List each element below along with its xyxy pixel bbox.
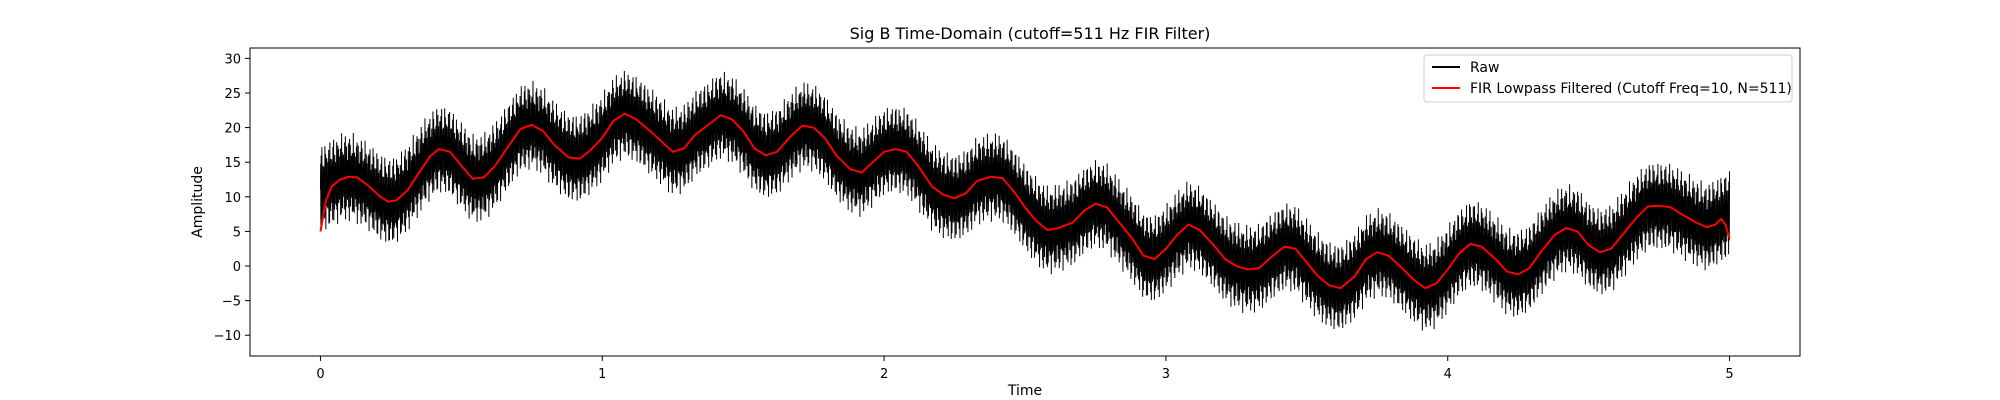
x-axis: 0 1 2 3 4 5 (316, 356, 1734, 382)
legend: Raw FIR Lowpass Filtered (Cutoff Freq=10… (1423, 54, 1793, 103)
y-tick-label: 5 (233, 225, 241, 240)
raw-series-layer (319, 70, 1731, 331)
legend-raw-label: Raw (1470, 60, 1499, 76)
y-axis: −10 −5 0 5 10 15 20 25 30 (214, 52, 250, 344)
x-tick-label: 2 (880, 367, 888, 382)
x-tick-label: 0 (316, 367, 324, 382)
y-tick-label: −10 (214, 329, 241, 344)
filtered-series-line (319, 112, 1731, 290)
legend-filtered-label: FIR Lowpass Filtered (Cutoff Freq=10, N=… (1470, 81, 1792, 97)
x-tick-label: 5 (1725, 367, 1733, 382)
x-tick-label: 3 (1162, 367, 1170, 382)
x-tick-label: 4 (1444, 367, 1452, 382)
y-tick-label: 15 (224, 156, 241, 171)
y-tick-label: −5 (222, 295, 241, 310)
y-tick-label: 10 (224, 191, 241, 206)
plot-frame (249, 47, 1801, 357)
y-tick-label: 0 (233, 260, 241, 275)
y-axis-label: Amplitude (190, 166, 206, 238)
chart-title: Sig B Time-Domain (cutoff=511 Hz FIR Fil… (850, 24, 1211, 43)
filtered-series-layer (319, 112, 1731, 290)
legend-box (1423, 54, 1793, 103)
raw-series-line (319, 70, 1731, 331)
x-tick-label: 1 (598, 367, 606, 382)
y-tick-label: 30 (224, 52, 241, 67)
y-tick-label: 25 (224, 87, 241, 102)
x-axis-label: Time (1007, 383, 1042, 399)
y-tick-label: 20 (224, 122, 241, 137)
